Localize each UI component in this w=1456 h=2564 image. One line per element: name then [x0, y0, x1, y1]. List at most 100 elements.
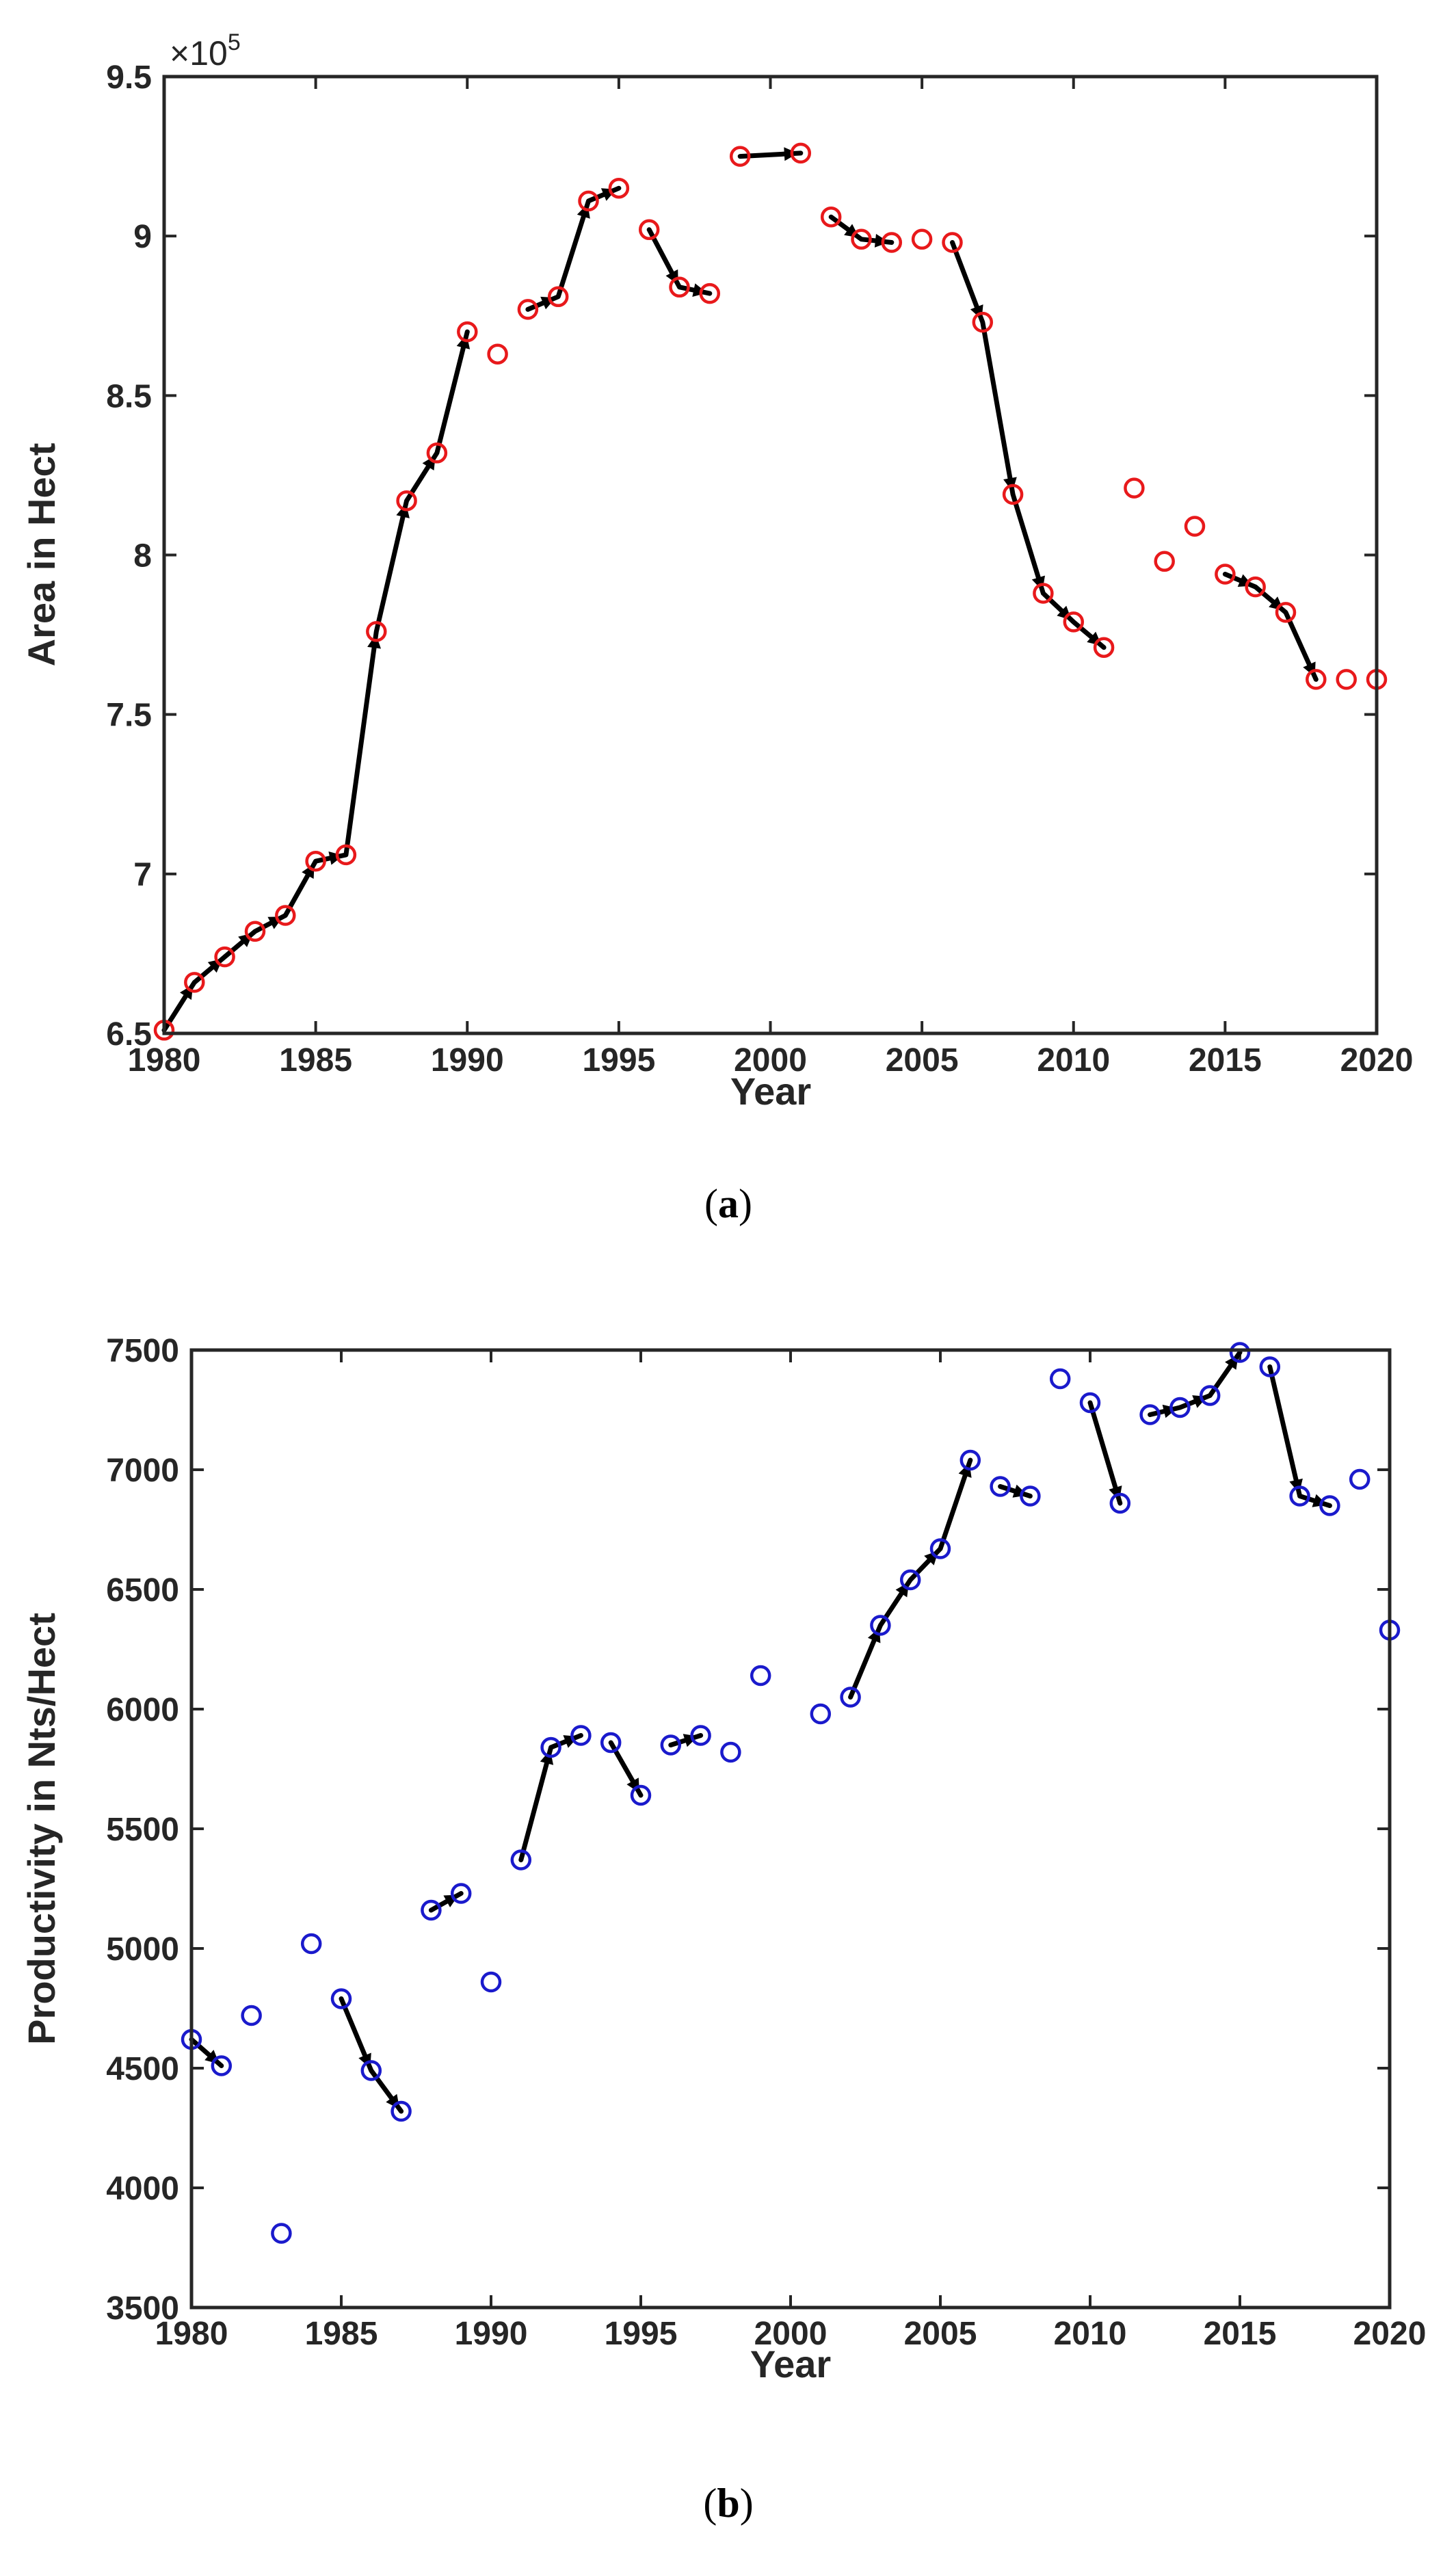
data-point: [1020, 1485, 1041, 1507]
data-point: [1109, 1492, 1131, 1514]
x-tick-label: 2015: [1204, 2316, 1277, 2352]
data-point: [972, 311, 994, 333]
data-point: [1275, 602, 1297, 623]
data-point: [1215, 564, 1236, 585]
x-tick-label: 1980: [128, 1042, 201, 1079]
data-point: [421, 1899, 442, 1921]
y-tick-label: 8.5: [106, 378, 152, 414]
trend-arrow: [396, 503, 410, 518]
data-point: [1259, 1356, 1281, 1377]
data-point: [660, 1734, 682, 1756]
data-point: [214, 946, 235, 968]
data-point: [959, 1449, 981, 1471]
x-tick-label: 1995: [582, 1042, 655, 1079]
trend-arrow: [1289, 1478, 1303, 1494]
data-point: [391, 2100, 412, 2122]
data-point: [1349, 1468, 1371, 1490]
data-point: [1319, 1495, 1340, 1516]
panel-a: 1980 1985 1990 1995 2000 2005 2010 2015 2020 6.5 7…: [20, 29, 1413, 1226]
data-point: [899, 1569, 921, 1591]
trend-arrow: [600, 188, 617, 201]
panel-a-ticks: 1980 1985 1990 1995 2000 2005 2010 2015 2020 6.5 7…: [106, 60, 1413, 1079]
y-tick-label: 6000: [106, 1692, 179, 1728]
data-point: [450, 1883, 472, 1904]
trend-arrow: [1031, 575, 1045, 591]
y-tick-label: 4500: [106, 2051, 179, 2087]
trend-arrow: [692, 283, 707, 297]
x-tick-label: 2010: [1037, 1042, 1110, 1079]
y-tick-label: 7500: [106, 1333, 179, 1369]
data-point: [1093, 637, 1115, 658]
panel-b: 1980 1985 1990 1995 2000 2005 2010 2015 2020 3500…: [20, 1333, 1426, 2526]
trend-arrow: [577, 203, 590, 219]
data-point: [335, 844, 357, 866]
y-tick-label: 5000: [106, 1931, 179, 1968]
x-tick-label: 1985: [279, 1042, 352, 1079]
panel-b-trend-lines: [189, 1350, 1332, 2114]
data-point: [810, 1703, 832, 1725]
data-point: [690, 1725, 711, 1746]
data-point: [720, 1741, 741, 1763]
data-point: [1336, 669, 1357, 690]
data-point: [305, 850, 326, 872]
trend-arrow: [1109, 1485, 1122, 1501]
panel-b-data-points: [181, 1342, 1401, 2244]
trend-line: [525, 185, 622, 312]
data-point: [184, 972, 205, 993]
panel-a-y-axis-label: Area in Hect: [20, 443, 63, 667]
y-tick-label: 4000: [106, 2171, 179, 2207]
trend-line: [339, 1996, 404, 2114]
data-point: [540, 1736, 561, 1758]
trend-arrow: [867, 1628, 881, 1643]
data-point: [790, 142, 812, 164]
x-tick-label: 2005: [886, 1042, 959, 1079]
data-point: [630, 1784, 652, 1806]
data-point: [510, 1849, 532, 1871]
panel-b-axes-box: [189, 1348, 1392, 2310]
data-point: [211, 2055, 233, 2076]
data-point: [1229, 1342, 1251, 1363]
data-point: [1169, 1397, 1191, 1418]
data-point: [1033, 583, 1054, 604]
panel-b-ticks: 1980 1985 1990 1995 2000 2005 2010 2015 2020 3500…: [106, 1333, 1426, 2352]
trend-arrow: [1162, 1404, 1178, 1418]
x-tick-label: 2005: [904, 2316, 977, 2352]
data-point: [840, 1687, 861, 1708]
data-point: [699, 282, 721, 304]
panel-b-y-axis-label: Productivity in Nts/Hect: [20, 1613, 63, 2045]
data-point: [750, 1665, 771, 1687]
data-point: [1289, 1485, 1310, 1507]
data-point: [480, 1971, 502, 1993]
data-point: [600, 1732, 622, 1754]
data-point: [990, 1476, 1011, 1497]
x-tick-label: 1990: [455, 2316, 528, 2352]
x-tick-label: 1980: [155, 2316, 228, 2352]
trend-line: [848, 1457, 973, 1700]
panel-b-x-axis-label: Year: [750, 2342, 831, 2385]
x-tick-label: 1990: [431, 1042, 504, 1079]
trend-arrow: [683, 1734, 698, 1747]
data-point: [1139, 1404, 1161, 1425]
data-point: [881, 232, 903, 253]
x-tick-label: 1995: [605, 2316, 678, 2352]
data-point: [1079, 1392, 1101, 1414]
trend-arrow: [328, 851, 343, 865]
y-tick-label: 8: [133, 538, 152, 574]
data-point: [820, 206, 842, 228]
data-point: [1049, 1368, 1071, 1390]
data-point: [929, 1538, 951, 1559]
data-point: [426, 442, 448, 464]
panel-a-x-axis-label: Year: [730, 1070, 811, 1113]
data-point: [547, 286, 569, 308]
data-point: [608, 177, 630, 199]
x-tick-label: 2015: [1189, 1042, 1262, 1079]
trend-line: [1222, 572, 1319, 682]
data-point: [851, 228, 872, 250]
y-tick-label: 7: [133, 857, 152, 893]
trend-arrow: [1303, 661, 1316, 677]
data-point: [360, 2060, 382, 2081]
trend-arrow: [958, 1462, 972, 1478]
data-point: [942, 232, 963, 253]
